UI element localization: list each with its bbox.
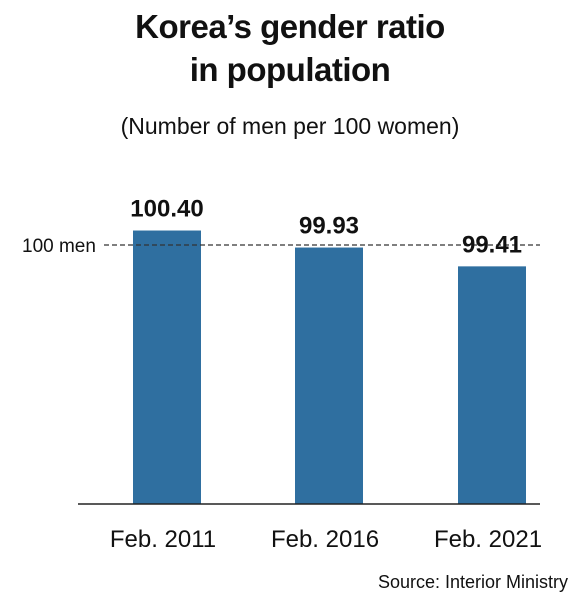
bar-2 xyxy=(295,247,363,504)
chart-subtitle: (Number of men per 100 women) xyxy=(120,113,460,139)
value-label-3: 99.41 xyxy=(462,231,522,258)
value-label-2: 99.93 xyxy=(299,213,359,240)
bar-3 xyxy=(458,266,526,504)
value-label-1: 100.40 xyxy=(130,196,203,223)
reference-line-label: 100 men xyxy=(22,236,96,257)
x-tick-label-2: Feb. 2016 xyxy=(271,526,379,553)
source-note: Source: Interior Ministry xyxy=(377,572,568,592)
bar-1 xyxy=(133,230,201,504)
x-tick-label-1: Feb. 2011 xyxy=(110,526,216,553)
x-tick-label-3: Feb. 2021 xyxy=(434,526,542,553)
chart-title-line-1: Korea’s gender ratio xyxy=(135,8,445,45)
chart-title-line-2: in population xyxy=(189,51,391,88)
